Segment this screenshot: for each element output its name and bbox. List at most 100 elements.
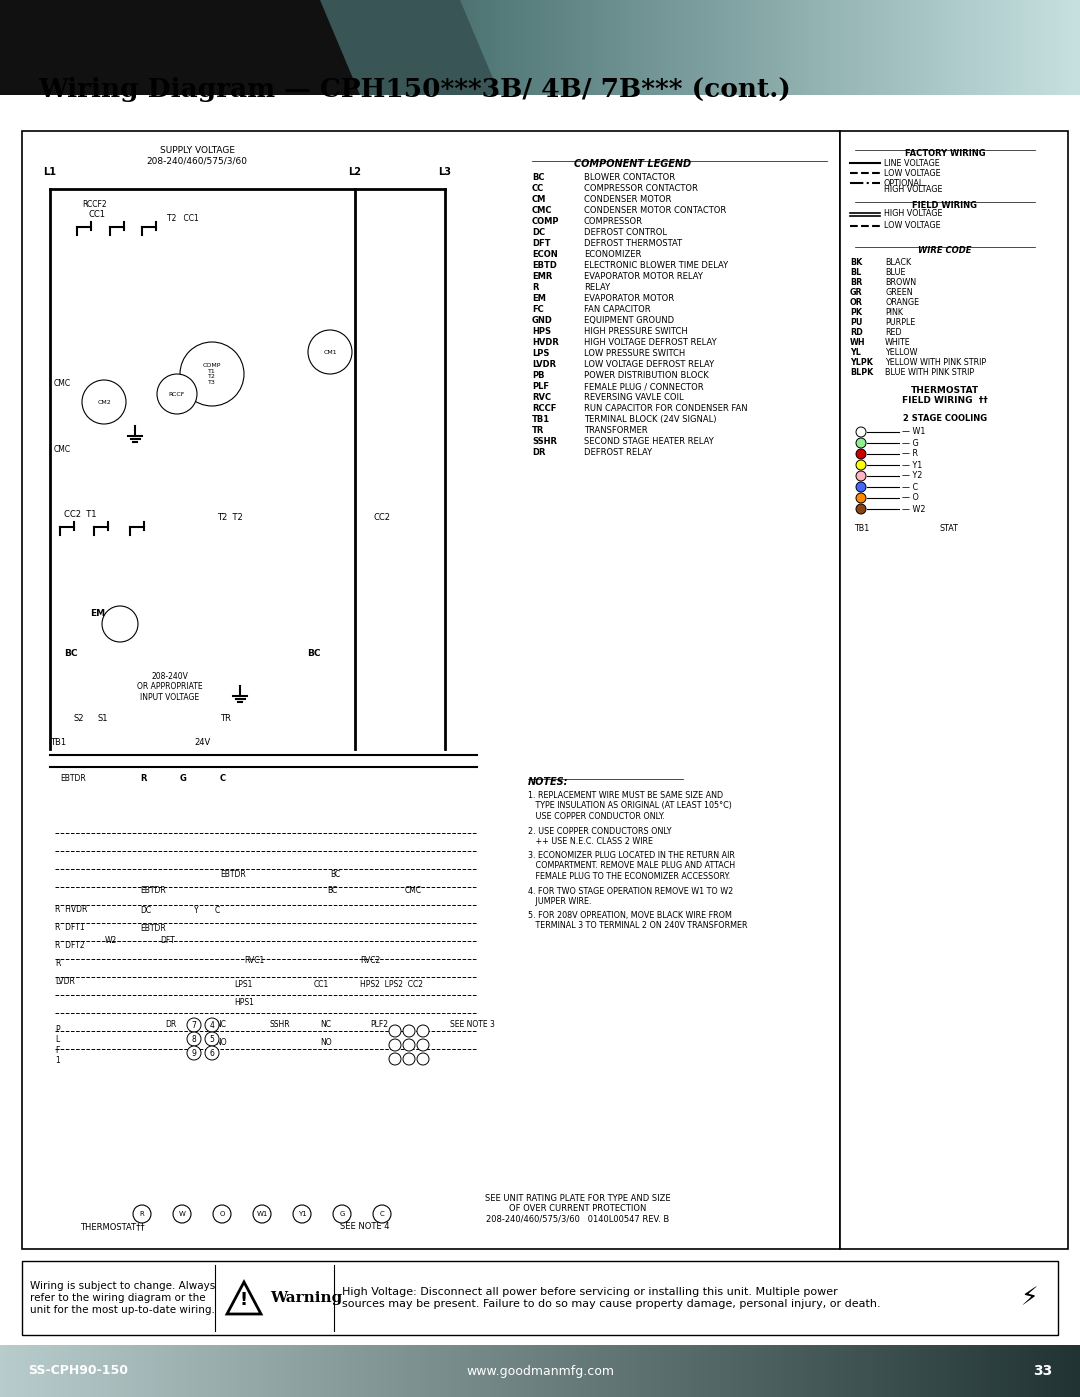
Text: CM1: CM1: [323, 349, 337, 355]
Text: 208-240V
OR APPROPRIATE
INPUT VOLTAGE: 208-240V OR APPROPRIATE INPUT VOLTAGE: [137, 672, 203, 701]
Text: — O: — O: [902, 493, 919, 503]
Text: R  HVDR: R HVDR: [55, 905, 87, 914]
Text: 1. REPLACEMENT WIRE MUST BE SAME SIZE AND
   TYPE INSULATION AS ORIGINAL (AT LEA: 1. REPLACEMENT WIRE MUST BE SAME SIZE AN…: [528, 791, 732, 821]
Text: 5. FOR 208V OPREATION, MOVE BLACK WIRE FROM
   TERMINAL 3 TO TERMINAL 2 ON 240V : 5. FOR 208V OPREATION, MOVE BLACK WIRE F…: [528, 911, 747, 930]
Text: High Voltage: Disconnect all power before servicing or installing this unit. Mul: High Voltage: Disconnect all power befor…: [342, 1287, 880, 1309]
Text: — G: — G: [902, 439, 919, 447]
Text: C: C: [220, 774, 226, 782]
Text: HPS: HPS: [532, 327, 551, 337]
Text: 5: 5: [210, 1035, 215, 1044]
Text: EVAPORATOR MOTOR RELAY: EVAPORATOR MOTOR RELAY: [584, 272, 703, 281]
Circle shape: [205, 1018, 219, 1032]
Text: 2. USE COPPER CONDUCTORS ONLY
   ++ USE N.E.C. CLASS 2 WIRE: 2. USE COPPER CONDUCTORS ONLY ++ USE N.E…: [528, 827, 672, 847]
Text: C: C: [380, 1211, 384, 1217]
Text: RCCF2: RCCF2: [82, 200, 107, 210]
Text: T2  T2: T2 T2: [217, 513, 243, 522]
Text: Y: Y: [194, 907, 199, 915]
Text: POWER DISTRIBUTION BLOCK: POWER DISTRIBUTION BLOCK: [584, 372, 708, 380]
Text: BROWN: BROWN: [885, 278, 916, 286]
Circle shape: [389, 1039, 401, 1051]
Text: ECONOMIZER: ECONOMIZER: [584, 250, 642, 258]
Text: — Y2: — Y2: [902, 472, 922, 481]
Text: HPS2  LPS2  CC2: HPS2 LPS2 CC2: [360, 981, 423, 989]
Text: BR: BR: [850, 278, 862, 286]
Text: PINK: PINK: [885, 307, 903, 317]
Text: 9: 9: [191, 1049, 197, 1058]
Text: FIELD WIRING: FIELD WIRING: [913, 201, 977, 210]
Text: C: C: [215, 907, 220, 915]
Text: CM: CM: [532, 196, 546, 204]
Text: NOTES:: NOTES:: [528, 777, 568, 787]
Text: CC1: CC1: [314, 981, 329, 989]
Text: LOW PRESSURE SWITCH: LOW PRESSURE SWITCH: [584, 349, 685, 358]
Text: PK: PK: [850, 307, 862, 317]
Text: LOW VOLTAGE: LOW VOLTAGE: [885, 222, 941, 231]
Text: DFT: DFT: [532, 239, 551, 249]
Circle shape: [157, 374, 197, 414]
Text: RED: RED: [885, 328, 902, 337]
Circle shape: [187, 1032, 201, 1046]
Text: GREEN: GREEN: [885, 288, 913, 298]
Text: EBTDR: EBTDR: [60, 774, 85, 782]
Text: ⚡: ⚡: [1022, 1287, 1039, 1310]
Text: R  DFT1: R DFT1: [55, 923, 84, 932]
Text: LVDR: LVDR: [55, 977, 75, 986]
Text: G: G: [339, 1211, 345, 1217]
Text: CC1: CC1: [89, 210, 106, 219]
Text: SSHR: SSHR: [270, 1020, 291, 1030]
Circle shape: [102, 606, 138, 643]
Circle shape: [253, 1206, 271, 1222]
Text: PLF: PLF: [532, 381, 549, 391]
Text: EBTDR: EBTDR: [220, 870, 246, 879]
Text: BL: BL: [850, 268, 861, 277]
Text: COMP: COMP: [532, 217, 559, 226]
Text: ELECTRONIC BLOWER TIME DELAY: ELECTRONIC BLOWER TIME DELAY: [584, 261, 728, 270]
Text: EBTD: EBTD: [532, 261, 557, 270]
Text: BK: BK: [850, 258, 862, 267]
Text: L2: L2: [349, 168, 362, 177]
Circle shape: [417, 1025, 429, 1037]
Text: NO: NO: [320, 1038, 332, 1046]
Text: Wiring Diagram — CPH150***3B/ 4B/ 7B*** (cont.): Wiring Diagram — CPH150***3B/ 4B/ 7B*** …: [38, 77, 791, 102]
Circle shape: [205, 1032, 219, 1046]
Text: SUPPLY VOLTAGE
208-240/460/575/3/60: SUPPLY VOLTAGE 208-240/460/575/3/60: [147, 147, 247, 165]
Text: TB1: TB1: [50, 738, 66, 747]
Circle shape: [293, 1206, 311, 1222]
Text: RVC1: RVC1: [244, 956, 265, 965]
Text: DEFROST CONTROL: DEFROST CONTROL: [584, 228, 667, 237]
Text: HIGH VOLTAGE DEFROST RELAY: HIGH VOLTAGE DEFROST RELAY: [584, 338, 717, 346]
Text: PB: PB: [532, 372, 544, 380]
Circle shape: [417, 1053, 429, 1065]
Text: SEE NOTE 3: SEE NOTE 3: [450, 1020, 495, 1030]
Text: EVAPORATOR MOTOR: EVAPORATOR MOTOR: [584, 293, 674, 303]
Circle shape: [856, 504, 866, 514]
Text: BC: BC: [330, 870, 340, 879]
Text: CMC: CMC: [532, 205, 553, 215]
Text: STAT: STAT: [939, 524, 958, 534]
Text: RVC2: RVC2: [360, 956, 380, 965]
Text: CONDENSER MOTOR: CONDENSER MOTOR: [584, 196, 672, 204]
Text: NO: NO: [215, 1038, 227, 1046]
Text: EQUIPMENT GROUND: EQUIPMENT GROUND: [584, 316, 674, 326]
Text: G: G: [180, 774, 187, 782]
Text: R: R: [139, 1211, 145, 1217]
Text: — W2: — W2: [902, 504, 926, 514]
Text: GR: GR: [850, 288, 863, 298]
Text: CMC: CMC: [405, 886, 422, 895]
Text: NC: NC: [320, 1020, 330, 1030]
Text: CONDENSER MOTOR CONTACTOR: CONDENSER MOTOR CONTACTOR: [584, 205, 726, 215]
Text: THERMOSTAT
FIELD WIRING  ††: THERMOSTAT FIELD WIRING ††: [902, 386, 988, 405]
Text: YELLOW: YELLOW: [885, 348, 918, 358]
Text: BC: BC: [307, 650, 321, 658]
Text: WHITE: WHITE: [885, 338, 910, 346]
Text: — R: — R: [902, 450, 918, 458]
Bar: [22, 131, 840, 1249]
Text: BLUE: BLUE: [885, 268, 905, 277]
Text: BLUE WITH PINK STRIP: BLUE WITH PINK STRIP: [885, 367, 974, 377]
Text: FACTORY WIRING: FACTORY WIRING: [905, 149, 985, 158]
Circle shape: [82, 380, 126, 425]
Circle shape: [856, 471, 866, 481]
Text: PURPLE: PURPLE: [885, 319, 916, 327]
Circle shape: [213, 1206, 231, 1222]
Text: SEE NOTE 4: SEE NOTE 4: [340, 1222, 390, 1231]
